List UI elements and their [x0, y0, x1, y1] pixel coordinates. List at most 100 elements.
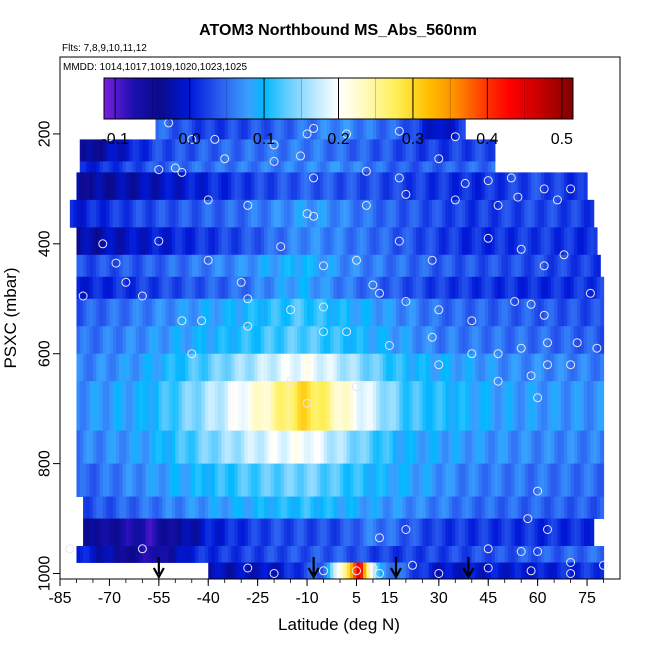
heat-cell: [218, 562, 223, 579]
heat-cell: [501, 546, 506, 563]
heat-cell: [396, 227, 400, 256]
heat-cell: [267, 463, 272, 497]
heat-cell: [521, 562, 526, 579]
heat-cell: [508, 562, 512, 579]
heat-cell: [396, 496, 400, 519]
heat-cell: [475, 518, 479, 547]
heat-cell: [590, 353, 595, 382]
heat-cell: [432, 562, 437, 579]
heat-cell: [415, 276, 420, 300]
heat-cell: [307, 199, 311, 228]
heat-cell: [540, 172, 545, 201]
heat-cell: [465, 430, 470, 465]
heat-cell: [494, 353, 499, 382]
heat-cell: [498, 430, 503, 465]
heat-cell: [534, 518, 539, 547]
heat-cell: [142, 381, 147, 432]
heat-cell: [175, 111, 180, 140]
heat-cell: [237, 463, 242, 497]
heat-cell: [221, 381, 226, 432]
heat-cell: [478, 326, 483, 355]
heat-cell: [504, 518, 509, 547]
heat-cell: [99, 463, 104, 497]
heat-cell: [208, 430, 213, 465]
heat-cell: [86, 139, 91, 162]
heat-cell: [478, 463, 483, 497]
heat-cell: [494, 199, 499, 228]
heat-cell: [478, 172, 483, 201]
heat-cell: [188, 111, 193, 140]
heat-cell: [218, 227, 223, 256]
heat-cell: [116, 546, 120, 563]
heat-cell: [508, 172, 512, 201]
heat-cell: [484, 254, 489, 278]
heat-cell: [508, 496, 512, 519]
heat-cell: [109, 430, 114, 465]
data-point: [506, 173, 516, 183]
heat-cell: [412, 496, 417, 519]
heat-cell: [237, 518, 242, 547]
heat-cell: [251, 199, 255, 228]
heat-cell: [320, 326, 325, 355]
heat-cell: [405, 276, 410, 300]
heat-cell: [270, 326, 275, 355]
heat-cell: [152, 326, 157, 355]
heat-cell: [465, 139, 470, 162]
heat-cell: [251, 254, 255, 278]
heat-cell: [392, 161, 397, 173]
heat-cell: [99, 254, 104, 278]
heat-cell: [580, 430, 585, 465]
heat-cell: [514, 298, 519, 327]
heat-cell: [260, 199, 265, 228]
heat-cell: [514, 276, 519, 300]
heat-cell: [432, 463, 437, 497]
heat-cell: [386, 111, 391, 140]
heat-cell: [162, 463, 167, 497]
heat-cell: [340, 276, 344, 300]
heat-cell: [172, 546, 176, 563]
heatmap-area: [69, 111, 605, 579]
heat-cell: [300, 161, 305, 173]
heat-cell: [353, 463, 358, 497]
heat-cell: [221, 227, 226, 256]
heat-cell: [455, 326, 460, 355]
heat-cell: [267, 254, 272, 278]
heat-cell: [69, 199, 74, 228]
heat-cell: [323, 430, 328, 465]
heat-cell: [366, 199, 371, 228]
heat-cell: [517, 172, 522, 201]
heat-cell: [340, 518, 344, 547]
heat-cell: [83, 227, 87, 256]
heat-cell: [349, 562, 354, 579]
heat-cell: [257, 111, 262, 140]
heat-cell: [422, 298, 427, 327]
heat-cell: [142, 199, 147, 228]
heat-cell: [293, 562, 298, 579]
heat-cell: [109, 381, 114, 432]
heat-cell: [162, 254, 167, 278]
heat-cell: [392, 430, 397, 465]
heat-cell: [89, 353, 94, 382]
heat-cell: [257, 463, 262, 497]
heat-cell: [79, 298, 84, 327]
heat-cell: [600, 546, 605, 563]
heat-cell: [175, 227, 180, 256]
heat-cell: [257, 326, 262, 355]
heat-cell: [372, 326, 377, 355]
heat-cell: [573, 518, 578, 547]
heat-cell: [534, 276, 539, 300]
heat-cell: [185, 381, 190, 432]
heat-cell: [145, 276, 150, 300]
heat-cell: [481, 518, 486, 547]
heat-cell: [534, 172, 539, 201]
heat-cell: [112, 172, 117, 201]
heat-cell: [234, 139, 239, 162]
heat-cell: [511, 199, 516, 228]
heat-cell: [195, 227, 199, 256]
heat-cell: [221, 430, 226, 465]
heat-cell: [336, 227, 341, 256]
heat-cell: [356, 463, 361, 497]
heat-cell: [76, 199, 81, 228]
heat-cell: [521, 199, 526, 228]
heat-cell: [152, 139, 157, 162]
